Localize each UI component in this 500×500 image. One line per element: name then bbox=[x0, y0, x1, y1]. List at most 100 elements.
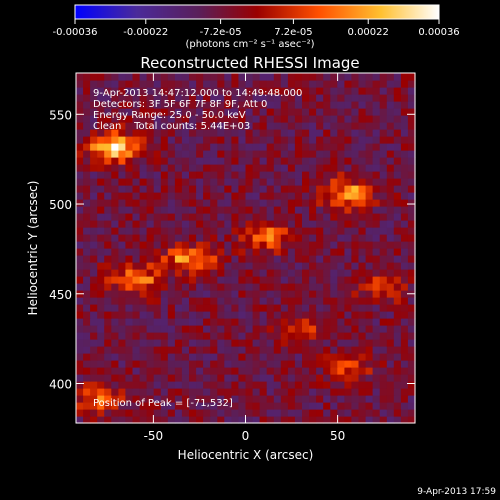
heatmap-cell bbox=[125, 367, 134, 375]
heatmap-cell bbox=[358, 311, 367, 319]
heatmap-cell bbox=[259, 304, 268, 312]
heatmap-cell bbox=[153, 220, 162, 228]
heatmap-cell bbox=[273, 227, 282, 235]
heatmap-cell bbox=[146, 276, 155, 284]
heatmap-cell bbox=[294, 290, 303, 298]
heatmap-cell bbox=[379, 122, 388, 130]
heatmap-cell bbox=[231, 94, 240, 102]
heatmap-cell bbox=[386, 101, 395, 109]
heatmap-cell bbox=[302, 220, 310, 228]
heatmap-cell bbox=[309, 199, 317, 207]
heatmap-cell bbox=[344, 290, 353, 298]
heatmap-cell bbox=[76, 276, 84, 284]
heatmap-cell bbox=[330, 283, 338, 291]
heatmap-cell bbox=[379, 157, 388, 165]
heatmap-cell bbox=[217, 115, 225, 123]
heatmap-cell bbox=[231, 409, 240, 417]
heatmap-cell bbox=[323, 115, 331, 123]
heatmap-cell bbox=[316, 80, 324, 88]
heatmap-cell bbox=[252, 346, 261, 354]
heatmap-cell bbox=[330, 332, 338, 340]
heatmap-cell bbox=[104, 360, 112, 368]
heatmap-cell bbox=[259, 297, 268, 305]
heatmap-cell bbox=[139, 283, 148, 291]
heatmap-cell bbox=[252, 213, 261, 221]
heatmap-cell bbox=[252, 255, 261, 263]
heatmap-cell bbox=[231, 325, 240, 333]
heatmap-cell bbox=[146, 129, 155, 137]
heatmap-cell bbox=[294, 318, 303, 326]
heatmap-cell bbox=[365, 122, 374, 130]
heatmap-cell bbox=[393, 192, 402, 200]
heatmap-cell bbox=[224, 192, 232, 200]
heatmap-cell bbox=[90, 150, 98, 158]
heatmap-cell bbox=[153, 234, 162, 242]
heatmap-cell bbox=[139, 157, 148, 165]
heatmap-cell bbox=[337, 283, 345, 291]
heatmap-cell bbox=[76, 73, 84, 81]
heatmap-cell bbox=[111, 108, 119, 116]
heatmap-cell bbox=[309, 171, 317, 179]
heatmap-cell bbox=[393, 283, 402, 291]
heatmap-cell bbox=[372, 122, 381, 130]
heatmap-cell bbox=[400, 290, 409, 298]
heatmap-cell bbox=[167, 374, 176, 382]
heatmap-cell bbox=[146, 353, 155, 361]
heatmap-cell bbox=[330, 269, 338, 277]
heatmap-cell bbox=[125, 360, 134, 368]
heatmap-cell bbox=[118, 220, 127, 228]
heatmap-cell bbox=[125, 199, 134, 207]
heatmap-cell bbox=[245, 136, 254, 144]
heatmap-cell bbox=[146, 227, 155, 235]
heatmap-cell bbox=[309, 185, 317, 193]
heatmap-cell bbox=[407, 402, 416, 410]
heatmap-cell bbox=[224, 157, 232, 165]
heatmap-cell bbox=[210, 171, 218, 179]
heatmap-cell bbox=[189, 395, 197, 403]
heatmap-cell bbox=[146, 234, 155, 242]
heatmap-cell bbox=[379, 178, 388, 186]
heatmap-cell bbox=[259, 241, 268, 249]
heatmap-cell bbox=[302, 73, 310, 81]
heatmap-cell bbox=[167, 304, 176, 312]
heatmap-cell bbox=[132, 185, 141, 193]
heatmap-cell bbox=[203, 381, 211, 389]
heatmap-cell bbox=[273, 416, 282, 424]
heatmap-cell bbox=[196, 122, 204, 130]
heatmap-cell bbox=[181, 248, 190, 256]
heatmap-cell bbox=[386, 388, 395, 396]
heatmap-cell bbox=[273, 199, 282, 207]
heatmap-cell bbox=[400, 192, 409, 200]
heatmap-cell bbox=[245, 220, 254, 228]
heatmap-cell bbox=[83, 255, 91, 263]
heatmap-cell bbox=[196, 192, 204, 200]
heatmap-cell bbox=[287, 283, 296, 291]
heatmap-cell bbox=[203, 409, 211, 417]
heatmap-cell bbox=[372, 143, 381, 151]
heatmap-cell bbox=[266, 276, 275, 284]
heatmap-cell bbox=[252, 143, 261, 151]
heatmap-cell bbox=[309, 122, 317, 130]
y-tick-label: 500 bbox=[49, 198, 72, 212]
heatmap-cell bbox=[245, 80, 254, 88]
heatmap-cell bbox=[203, 178, 211, 186]
heatmap-cell bbox=[111, 129, 119, 137]
heatmap-cell bbox=[139, 402, 148, 410]
heatmap-cell bbox=[238, 248, 247, 256]
heatmap-cell bbox=[287, 192, 296, 200]
heatmap-cell bbox=[302, 178, 310, 186]
heatmap-cell bbox=[309, 73, 317, 81]
heatmap-cell bbox=[337, 381, 345, 389]
heatmap-cell bbox=[153, 108, 162, 116]
heatmap-cell bbox=[245, 94, 254, 102]
heatmap-cell bbox=[259, 115, 268, 123]
heatmap-cell bbox=[189, 150, 197, 158]
heatmap-cell bbox=[280, 353, 289, 361]
heatmap-cell bbox=[344, 80, 353, 88]
heatmap-cell bbox=[224, 80, 232, 88]
heatmap-cell bbox=[386, 192, 395, 200]
heatmap-cell bbox=[266, 87, 275, 95]
heatmap-cell bbox=[83, 304, 91, 312]
heatmap-cell bbox=[252, 325, 261, 333]
heatmap-cell bbox=[309, 220, 317, 228]
